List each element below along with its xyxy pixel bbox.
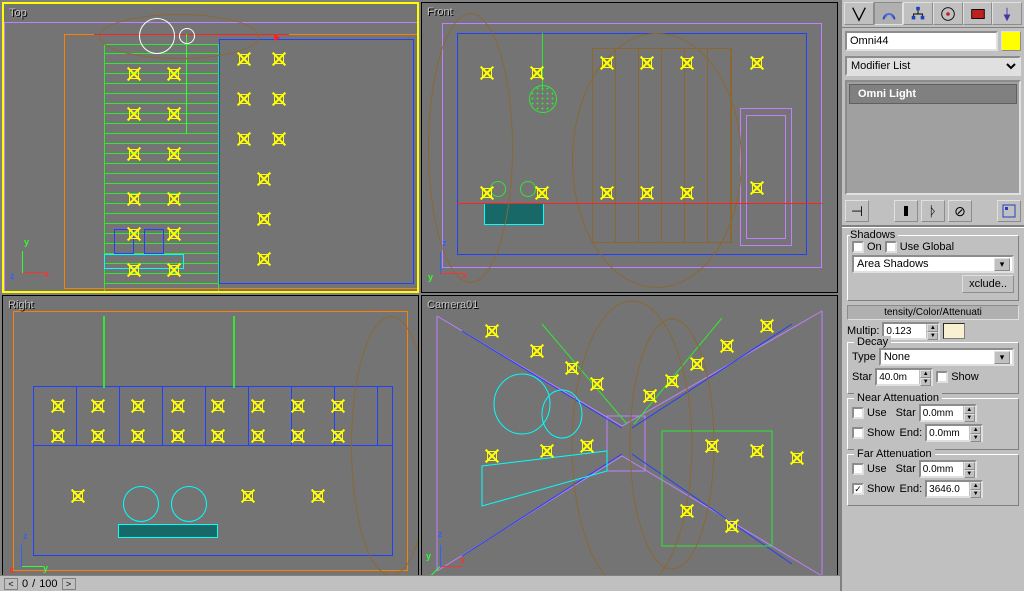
tab-display[interactable] [963,2,993,25]
modifier-stack[interactable]: Omni Light [845,80,1021,195]
viewport-label-front: Front [427,6,453,18]
pin-stack-icon[interactable]: ⊣ [845,200,869,222]
far-show-checkbox[interactable]: ✓ [852,483,864,495]
shadows-group: Shadows On Use Global Area Shadows xclud… [847,235,1019,301]
shadows-on-label: On [867,241,882,253]
viewport-front[interactable]: Front [421,2,838,293]
exclude-button[interactable]: xclude.. [962,275,1014,293]
near-start-spinner[interactable]: ▲▼ [919,404,977,422]
viewport-right-content [3,296,418,585]
tab-create[interactable] [844,2,874,25]
axis-gizmo: yzx [15,533,55,573]
decay-show-checkbox[interactable] [936,371,948,383]
intensity-rollout-title[interactable]: tensity/Color/Attenuati [847,305,1019,320]
shadows-global-checkbox[interactable] [885,241,897,253]
near-show-checkbox[interactable] [852,427,864,439]
viewport-front-content [422,3,837,292]
near-end-spinner[interactable]: ▲▼ [925,424,983,442]
stack-toolbar: ⊣ ᚦ ⊘ [842,197,1024,227]
light-color-swatch[interactable] [943,323,965,339]
configure-sets-icon[interactable] [997,200,1021,222]
command-panel: Modifier List Omni Light ⊣ ᚦ ⊘ Shadows O… [840,0,1024,591]
tab-motion[interactable] [933,2,963,25]
modifier-list-dropdown[interactable]: Modifier List [845,56,1021,76]
shadows-on-checkbox[interactable] [852,241,864,253]
tab-hierarchy[interactable] [903,2,933,25]
viewport-camera-content [422,296,837,585]
near-use-checkbox[interactable] [852,407,864,419]
rollout-area: Shadows On Use Global Area Shadows xclud… [842,227,1024,591]
viewport-label-top: Top [9,7,27,19]
viewport-top-content: ▸ [4,4,417,291]
stack-item-omni-light[interactable]: Omni Light [849,84,1017,104]
command-panel-tabs [842,0,1024,28]
decay-type-dropdown[interactable]: None [879,348,1014,366]
show-end-result-icon[interactable] [894,200,918,222]
remove-modifier-icon[interactable]: ⊘ [948,200,972,222]
axis-gizmo: xzy [434,240,474,280]
viewport-top[interactable]: Top ▸ [2,2,419,293]
timeline-prev[interactable]: < [4,578,18,590]
timeline-total: 100 [39,578,57,590]
timeline-next[interactable]: > [62,578,76,590]
timeline-frame: 0 [22,578,28,590]
viewport-label-right: Right [8,299,34,311]
object-name-input[interactable] [845,31,998,51]
decay-start-spinner[interactable]: ▲▼ [875,368,933,386]
viewport-camera[interactable]: Camera01 [421,295,838,586]
timeline-bar: < 0 / 100 > [0,575,840,591]
far-start-spinner[interactable]: ▲▼ [919,460,977,478]
far-atten-group: Far Attenuation Use Star ▲▼ ✓ Show End: [847,454,1019,506]
viewport-right[interactable]: Right [2,295,419,586]
tab-modify[interactable] [874,2,904,25]
viewport-label-camera: Camera01 [427,299,478,311]
decay-group: Decay Type None Star ▲▼ Show [847,342,1019,394]
shadows-global-label: Use Global [900,241,954,253]
spinner-up-icon[interactable]: ▲ [927,324,938,332]
spinner-down-icon[interactable]: ▼ [927,332,938,340]
shadow-type-dropdown[interactable]: Area Shadows [852,255,1014,273]
viewport-grid: Top ▸ [0,0,840,591]
far-use-checkbox[interactable] [852,463,864,475]
object-color-swatch[interactable] [1001,31,1021,51]
axis-gizmo: xyz [16,239,56,279]
make-unique-icon[interactable]: ᚦ [921,200,945,222]
near-atten-group: Near Attenuation Use Star ▲▼ Show End: [847,398,1019,450]
far-end-spinner[interactable]: ▲▼ [925,480,983,498]
axis-gizmo: xzy [434,533,474,573]
tab-utilities[interactable] [992,2,1022,25]
